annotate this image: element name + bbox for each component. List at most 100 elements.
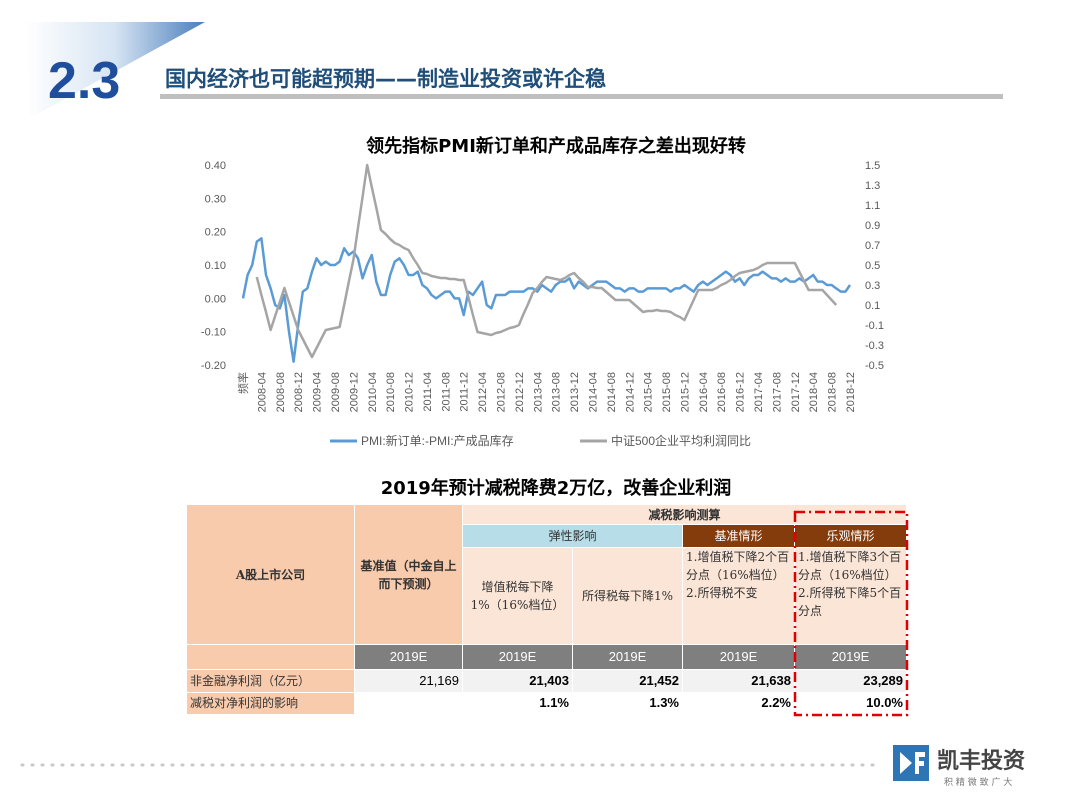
- x-tick-label: 2013-12: [569, 372, 581, 412]
- data-cell: 21,638: [683, 670, 795, 693]
- data-cell: 21,452: [573, 670, 683, 693]
- row-label: 减税对净利润的影响: [187, 692, 355, 715]
- legend-label: PMI:新订单:-PMI:产成品库存: [361, 433, 514, 448]
- scenario-text: 2.所得税不变: [686, 586, 758, 600]
- data-cell: 1.3%: [573, 692, 683, 715]
- data-cell: 21,169: [355, 670, 463, 693]
- period-cell: 2019E: [795, 645, 907, 670]
- x-tick-label: 2012-04: [477, 372, 489, 412]
- header-cell: 乐观情形: [795, 525, 907, 548]
- x-tick-label: 2017-04: [753, 372, 765, 412]
- x-tick-label: 2012-08: [496, 372, 508, 412]
- header-cell: 减税影响测算: [463, 505, 907, 525]
- x-tick-label: 2015-08: [661, 372, 673, 412]
- x-tick-label: 2017-08: [771, 372, 783, 412]
- scenario-cell: 1.增值税下降2个百分点（16%档位） 2.所得税不变: [683, 548, 795, 645]
- scenario-text: 所得税每下降1%: [581, 589, 674, 603]
- scenario-text: 1.增值税下降3个百分点（16%档位）: [798, 550, 902, 582]
- scenario-cell: 所得税每下降1%: [573, 548, 683, 645]
- x-tick-label: 2018-04: [808, 372, 820, 412]
- x-tick-label: 2010-08: [385, 372, 397, 412]
- legend-label: 中证500企业平均利润同比: [611, 433, 751, 448]
- blank-cell: [187, 645, 355, 670]
- x-tick-label: 频率: [236, 372, 250, 394]
- y-tick-label: 0.10: [205, 260, 226, 272]
- x-tick-label: 2017-12: [790, 372, 802, 412]
- x-tick-label: 2012-12: [514, 372, 526, 412]
- slide-title: 国内经济也可能超预期——制造业投资或许企稳: [165, 67, 606, 91]
- period-cell: 2019E: [683, 645, 795, 670]
- x-tick-label: 2011-12: [459, 372, 471, 412]
- y2-tick-label: 0.7: [865, 240, 880, 252]
- y-tick-label: 0.40: [205, 160, 226, 172]
- y-tick-label: 0.00: [205, 293, 226, 305]
- period-cell: 2019E: [355, 645, 463, 670]
- scenario-text: 增值税每下降1%（16%档位）: [470, 580, 565, 612]
- data-cell: 2.2%: [683, 692, 795, 715]
- scenario-cell: 增值税每下降1%（16%档位）: [463, 548, 573, 645]
- y2-tick-label: 0.5: [865, 260, 880, 272]
- x-tick-label: 2008-08: [275, 372, 287, 412]
- logo-glyph: [900, 752, 925, 774]
- chart-title: 领先指标PMI新订单和产成品库存之差出现好转: [366, 135, 746, 157]
- y2-tick-label: 0.9: [865, 220, 880, 232]
- y-tick-label: 0.30: [205, 193, 226, 205]
- x-tick-label: 2010-04: [367, 372, 379, 412]
- data-cell: 23,289: [795, 670, 907, 693]
- y2-tick-label: 1.5: [865, 160, 880, 172]
- x-tick-label: 2015-04: [643, 372, 655, 412]
- x-tick-label: 2013-04: [532, 372, 544, 412]
- title-rule: [160, 94, 1003, 99]
- table-title: 2019年预计减税降费2万亿，改善企业利润: [381, 477, 732, 499]
- x-tick-label: 2009-08: [330, 372, 342, 412]
- header-cell: A股上市公司: [187, 505, 355, 645]
- x-tick-label: 2008-04: [256, 372, 268, 412]
- x-tick-label: 2016-04: [698, 372, 710, 412]
- x-tick-label: 2015-12: [679, 372, 691, 412]
- y-tick-label: -0.10: [201, 327, 226, 339]
- x-tick-label: 2011-04: [422, 372, 434, 412]
- x-tick-label: 2010-12: [404, 372, 416, 412]
- y-tick-label: 0.20: [205, 227, 226, 239]
- x-tick-label: 2009-04: [312, 372, 324, 412]
- x-tick-label: 2014-12: [624, 372, 636, 412]
- section-number: 2.3: [48, 52, 120, 110]
- corner-decoration: [25, 22, 205, 118]
- y2-tick-label: 1.1: [865, 200, 880, 212]
- y2-tick-label: 0.1: [865, 300, 880, 312]
- series-line: [241, 237, 852, 363]
- logo-slogan: 积 精 微 致 广 大: [944, 776, 1012, 788]
- scenario-cell: 1.增值税下降3个百分点（16%档位） 2.所得税下降5个百分点: [795, 548, 907, 645]
- data-cell: [355, 692, 463, 715]
- y2-tick-label: -0.1: [865, 320, 884, 332]
- x-tick-label: 2013-08: [551, 372, 563, 412]
- x-tick-label: 2009-12: [348, 372, 360, 412]
- row-label: 非金融净利润（亿元）: [187, 670, 355, 693]
- data-cell: 10.0%: [795, 692, 907, 715]
- y-tick-label: -0.20: [201, 360, 226, 372]
- period-cell: 2019E: [573, 645, 683, 670]
- x-tick-label: 2014-04: [587, 372, 599, 412]
- header-cell: 基准情形: [683, 525, 795, 548]
- x-tick-label: 2008-12: [293, 372, 305, 412]
- data-cell: 21,403: [463, 670, 573, 693]
- series-line: [255, 163, 838, 359]
- y2-tick-label: 1.3: [865, 180, 880, 192]
- scenario-text: 2.所得税下降5个百分点: [798, 586, 902, 618]
- period-cell: 2019E: [463, 645, 573, 670]
- x-tick-label: 2011-08: [440, 372, 452, 412]
- x-tick-label: 2018-08: [827, 372, 839, 412]
- x-tick-label: 2016-08: [716, 372, 728, 412]
- scenario-text: 1.增值税下降2个百分点（16%档位）: [686, 550, 790, 582]
- x-tick-label: 2018-12: [845, 372, 857, 412]
- x-tick-label: 2014-08: [606, 372, 618, 412]
- y2-tick-label: 0.3: [865, 280, 880, 292]
- x-tick-label: 2016-12: [735, 372, 747, 412]
- header-cell: 弹性影响: [463, 525, 683, 548]
- logo-name: 凯丰投资: [937, 749, 1025, 774]
- header-cell: 基准值（中金自上而下预测）: [355, 505, 463, 645]
- y2-tick-label: -0.3: [865, 340, 884, 352]
- y2-tick-label: -0.5: [865, 360, 884, 372]
